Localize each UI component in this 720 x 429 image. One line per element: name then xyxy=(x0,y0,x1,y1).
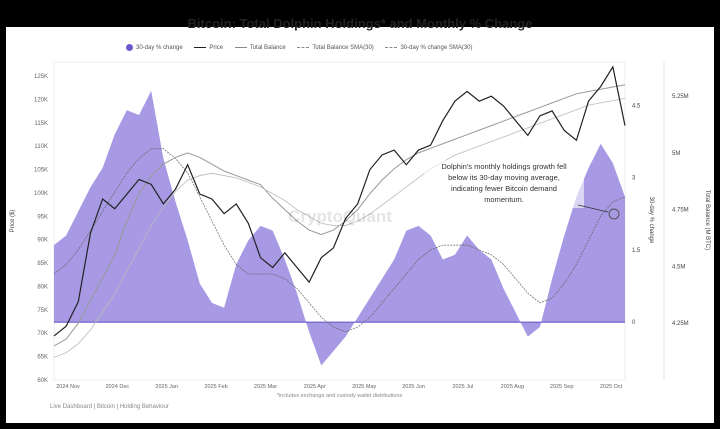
cryptoquant-watermark: CryptoQuant xyxy=(288,207,392,226)
x-tick-label: 2025 Jul xyxy=(453,384,474,390)
chart-title: Bitcoin: Total Dolphin Holdings* and Mon… xyxy=(187,16,533,31)
left-tick-label: 95K xyxy=(37,214,48,220)
left-tick-label: 100K xyxy=(34,191,48,197)
legend-item-price: Price xyxy=(194,45,223,51)
source-link[interactable]: Live Dashboard | Bitcoin | Holding Behav… xyxy=(50,404,169,410)
left-axis-label: Price ($) xyxy=(10,210,16,233)
legend-item-change: 30-day % change xyxy=(126,44,183,51)
x-tick-label: 2025 May xyxy=(352,384,376,390)
change-tick-label: 3 xyxy=(632,176,636,182)
left-tick-label: 105K xyxy=(34,168,48,174)
price-line xyxy=(53,65,626,337)
legend-item-balance-sma: Total Balance SMA(30) xyxy=(297,45,374,51)
balance-sma-line xyxy=(53,97,626,358)
x-tick-label: 2025 Jan xyxy=(155,384,178,390)
left-tick-label: 120K xyxy=(34,97,48,103)
x-tick-label: 2025 Sep xyxy=(550,384,574,390)
x-tick-label: 2025 Oct xyxy=(600,384,623,390)
x-tick-label: 2024 Dec xyxy=(106,384,130,390)
left-tick-label: 85K xyxy=(37,261,48,267)
x-tick-label: 2025 Apr xyxy=(304,384,326,390)
annotation-arrow xyxy=(577,204,609,213)
x-axis-subtitle: *includes exchange and custody wallet di… xyxy=(277,393,403,399)
annotation-text: Dolphin's monthly holdings growth fell b… xyxy=(424,160,584,208)
legend-item-balance: Total Balance xyxy=(234,45,286,51)
x-tick-label: 2024 Nov xyxy=(56,384,80,390)
annotation-box: Dolphin's monthly holdings growth fell b… xyxy=(424,160,584,208)
left-tick-label: 60K xyxy=(37,378,48,384)
change-area xyxy=(54,90,625,366)
balance-tick-label: 4.25M xyxy=(672,321,689,327)
balance-tick-label: 4.5M xyxy=(672,264,685,270)
left-tick-label: 125K xyxy=(34,74,48,80)
change-sma-line xyxy=(53,148,626,333)
balance-axis-label: Total Balance (M BTC) xyxy=(704,190,710,250)
balance-tick-label: 4.75M xyxy=(672,208,689,214)
change-tick-label: 4.5 xyxy=(632,103,641,109)
left-tick-label: 90K xyxy=(37,238,48,244)
left-tick-label: 65K xyxy=(37,355,48,361)
x-tick-label: 2025 Feb xyxy=(204,384,227,390)
annotation-marker xyxy=(608,208,620,220)
balance-tick-label: 5.25M xyxy=(672,94,689,100)
left-tick-label: 70K xyxy=(37,331,48,337)
diamond-logo-icon xyxy=(470,396,490,416)
change-tick-label: 1.5 xyxy=(632,248,641,254)
legend-item-change-sma: 30-day % change SMA(30) xyxy=(385,45,473,51)
x-tick-label: 2025 Jun xyxy=(402,384,425,390)
left-tick-label: 75K xyxy=(37,308,48,314)
chart-legend: 30-day % change Price Total Balance Tota… xyxy=(126,44,483,51)
watermark-text: @07 Malik Su_han xyxy=(498,398,625,415)
left-tick-label: 115K xyxy=(34,121,48,127)
balance-tick-label: 5M xyxy=(672,151,680,157)
change-axis-label: 30-day % change xyxy=(648,197,654,244)
x-tick-label: 2025 Aug xyxy=(501,384,524,390)
left-tick-label: 110K xyxy=(34,144,48,150)
x-tick-label: 2025 Mar xyxy=(254,384,277,390)
change-tick-label: 0 xyxy=(632,320,636,326)
left-tick-label: 80K xyxy=(37,284,48,290)
